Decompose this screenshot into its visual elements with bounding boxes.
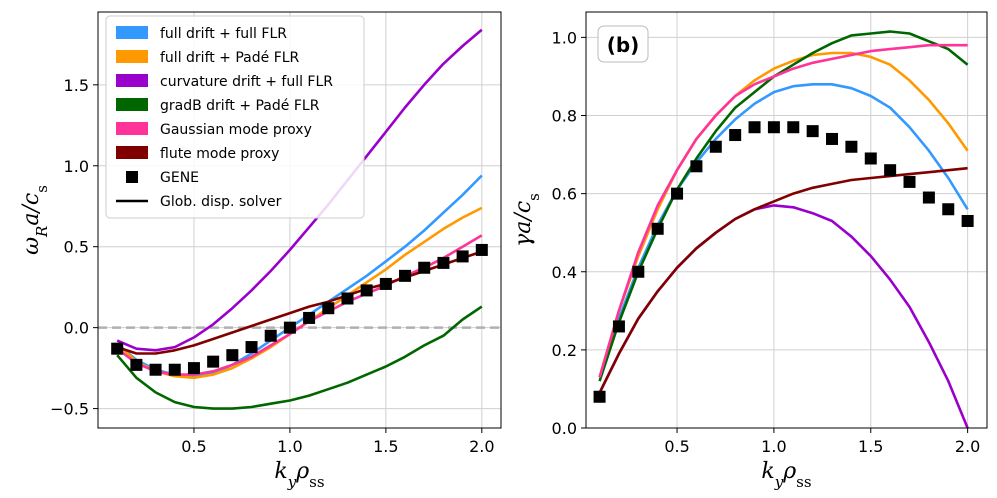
- legend-entry-gaussian-mode-proxy-label: Gaussian mode proxy: [160, 122, 312, 138]
- gene-marker: [961, 214, 974, 227]
- y-tick-label: 0.2: [552, 341, 577, 360]
- gene-marker: [748, 121, 761, 134]
- legend-entry-flute-mode-proxy-label: flute mode proxy: [160, 146, 279, 162]
- gene-marker: [903, 175, 916, 188]
- gene-marker: [475, 243, 488, 256]
- legend-box: [105, 15, 365, 219]
- series-line-full-drift-full-flr: [598, 83, 969, 378]
- y-tick-label: 0.6: [552, 185, 577, 204]
- gene-marker: [226, 349, 239, 362]
- gene-marker: [283, 321, 296, 334]
- legend-entry-gene-label: GENE: [160, 170, 199, 186]
- gene-marker: [632, 265, 645, 278]
- gene-marker: [418, 261, 431, 274]
- gene-marker: [264, 329, 277, 342]
- gene-marker: [651, 222, 664, 235]
- legend-entry-curvature-drift-full-flr-label: curvature drift + full FLR: [160, 74, 333, 90]
- gene-marker: [379, 277, 392, 290]
- gene-marker: [303, 311, 316, 324]
- x-tick-label: 1.5: [858, 437, 883, 456]
- gene-marker: [845, 140, 858, 153]
- x-tick-label: 0.5: [664, 437, 689, 456]
- y-tick-label: 1.5: [64, 76, 89, 95]
- gene-marker: [709, 140, 722, 153]
- legend-entry-full-drift-full-flr-label: full drift + full FLR: [160, 26, 287, 42]
- x-tick-label: 2.0: [955, 437, 980, 456]
- legend-entry-full-drift-full-flr-swatch: [116, 26, 148, 39]
- gene-marker: [826, 132, 839, 145]
- legend-entry-flute-mode-proxy-swatch: [116, 146, 148, 159]
- gene-marker: [884, 164, 897, 177]
- series-line-full-drift-pad-flr: [116, 206, 483, 380]
- x-tick-label: 2.0: [469, 437, 494, 456]
- plot-frame: [585, 11, 988, 429]
- legend-entry-gradb-drift-pad-flr-label: gradB drift + Padé FLR: [160, 98, 320, 114]
- series-line-curvature-drift-full-flr: [116, 28, 483, 352]
- legend: full drift + full FLR full drift + Padé F…: [105, 15, 365, 219]
- panel-tag-box: [597, 25, 649, 63]
- series-line-gaussian-mode-proxy: [598, 43, 968, 378]
- y-tick-label: 0.0: [64, 319, 89, 338]
- x-axis-label: kyρss: [274, 459, 324, 491]
- gene-marker: [787, 121, 800, 134]
- gene-marker: [341, 292, 354, 305]
- y-tick-label: 1.0: [64, 157, 89, 176]
- x-tick-label: 1.0: [761, 437, 786, 456]
- series-line-gaussian-mode-proxy: [116, 234, 483, 376]
- legend-entry-gradb-drift-pad-flr-swatch: [116, 98, 148, 111]
- gene-marker: [322, 302, 335, 315]
- x-tick-label: 1.0: [277, 437, 302, 456]
- y-tick-label: 0.5: [64, 238, 89, 257]
- gene-marker: [864, 152, 877, 165]
- panel-b-gamma-chart: 0.5 1.0 1.5 2.0 0.0 0.2 0.4 0.6 0.8 1.0 kyρss γa/cs…: [511, 11, 988, 491]
- legend-entry-full-drift-pad-flr-label: full drift + Padé FLR: [160, 50, 300, 66]
- series-line-full-drift-pad-flr: [598, 51, 969, 378]
- legend-entry-curvature-drift-full-flr-swatch: [116, 74, 148, 87]
- gene-marker: [245, 341, 258, 354]
- series-line-gradb-drift-pad-flr: [116, 305, 483, 410]
- gene-marker: [593, 390, 606, 403]
- gene-marker: [612, 320, 625, 333]
- panel-tag-label: (b): [607, 33, 640, 57]
- y-axis-label: ωRa/cs: [19, 185, 51, 255]
- x-axis-label: kyρss: [761, 459, 811, 491]
- y-tick-label: 0.4: [552, 263, 577, 282]
- panel-a-omega-chart: 0.5 1.0 1.5 2.0 −0.5 0.0 0.5 1.0 1.5 kyρss ωRa/cs f…: [19, 11, 502, 491]
- gene-marker: [111, 342, 124, 355]
- x-tick-label: 1.5: [373, 437, 398, 456]
- gene-marker: [922, 191, 935, 204]
- y-axis-label: γa/cs: [511, 193, 543, 247]
- series-line-curvature-drift-full-flr: [598, 204, 969, 428]
- gene-marker: [729, 129, 742, 142]
- y-tick-label: 0.8: [552, 107, 577, 126]
- gene-marker: [690, 160, 703, 173]
- gene-marker: [671, 187, 684, 200]
- gene-marker: [806, 125, 819, 138]
- legend-entry-gaussian-mode-proxy-swatch: [116, 122, 148, 135]
- gene-marker: [149, 363, 162, 376]
- gene-marker: [456, 250, 469, 263]
- gene-marker: [168, 363, 181, 376]
- gene-marker: [767, 121, 780, 134]
- y-tick-label: −0.5: [50, 400, 89, 419]
- gene-marker: [130, 358, 143, 371]
- y-tick-label: 0.0: [552, 419, 577, 438]
- x-tick-label: 0.5: [181, 437, 206, 456]
- y-tick-label: 1.0: [552, 28, 577, 47]
- gene-marker: [437, 256, 450, 269]
- legend-entry-gene-swatch: [126, 171, 138, 183]
- legend-entry-glob-disp-solver-label: Glob. disp. solver: [160, 194, 282, 210]
- gene-marker: [187, 362, 200, 375]
- gene-marker: [942, 203, 955, 216]
- gene-marker: [360, 284, 373, 297]
- gene-marker: [207, 355, 220, 368]
- series-line-gradb-drift-pad-flr: [598, 30, 969, 382]
- plot-frame: [97, 11, 502, 429]
- legend-entry-full-drift-pad-flr-swatch: [116, 50, 148, 63]
- series-line-flute-mode-proxy: [598, 166, 968, 394]
- gene-marker: [399, 269, 412, 282]
